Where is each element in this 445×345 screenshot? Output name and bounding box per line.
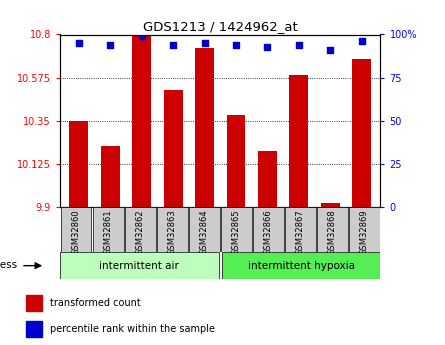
Text: GSM32861: GSM32861 (104, 209, 113, 255)
Bar (69, 121, 89, 207)
Point (264, 44, 271, 49)
Point (358, 39, 365, 44)
Point (327, 47, 334, 53)
Bar (26, 321, 42, 337)
Bar (132, 34, 151, 207)
Point (107, 42, 114, 48)
Bar (258, 151, 277, 207)
Title: GDS1213 / 1424962_at: GDS1213 / 1424962_at (143, 20, 298, 33)
Bar (221, 207, 252, 252)
Text: stress: stress (0, 260, 18, 270)
Bar (321, 203, 340, 207)
Point (201, 40, 208, 46)
Text: GSM32862: GSM32862 (136, 209, 145, 255)
Text: GSM32860: GSM32860 (72, 209, 81, 255)
Text: GSM32866: GSM32866 (264, 209, 273, 255)
Bar (195, 48, 214, 207)
Text: transformed count: transformed count (50, 298, 141, 308)
Bar (61, 207, 92, 252)
Bar (60, 252, 218, 279)
Bar (101, 146, 120, 207)
Point (232, 42, 239, 48)
Bar (352, 59, 371, 207)
Bar (349, 207, 380, 252)
Bar (93, 207, 124, 252)
Point (138, 33, 146, 39)
Bar (289, 75, 308, 207)
Bar (26, 295, 42, 311)
Bar (125, 207, 156, 252)
Bar (227, 115, 245, 207)
Text: GSM32867: GSM32867 (296, 209, 305, 255)
Bar (285, 207, 316, 252)
Point (170, 42, 177, 48)
Text: GSM32864: GSM32864 (200, 209, 209, 255)
Bar (164, 90, 182, 207)
Point (295, 42, 302, 48)
Text: GSM32869: GSM32869 (360, 209, 369, 255)
Text: intermittent air: intermittent air (99, 261, 179, 270)
Bar (189, 207, 220, 252)
Text: GSM32863: GSM32863 (168, 209, 177, 255)
Bar (253, 207, 284, 252)
Bar (222, 252, 380, 279)
Bar (317, 207, 348, 252)
Bar (157, 207, 188, 252)
Text: intermittent hypoxia: intermittent hypoxia (248, 261, 355, 270)
Text: percentile rank within the sample: percentile rank within the sample (50, 324, 215, 334)
Text: GSM32868: GSM32868 (328, 209, 337, 255)
Point (75, 40, 82, 46)
Text: GSM32865: GSM32865 (232, 209, 241, 255)
